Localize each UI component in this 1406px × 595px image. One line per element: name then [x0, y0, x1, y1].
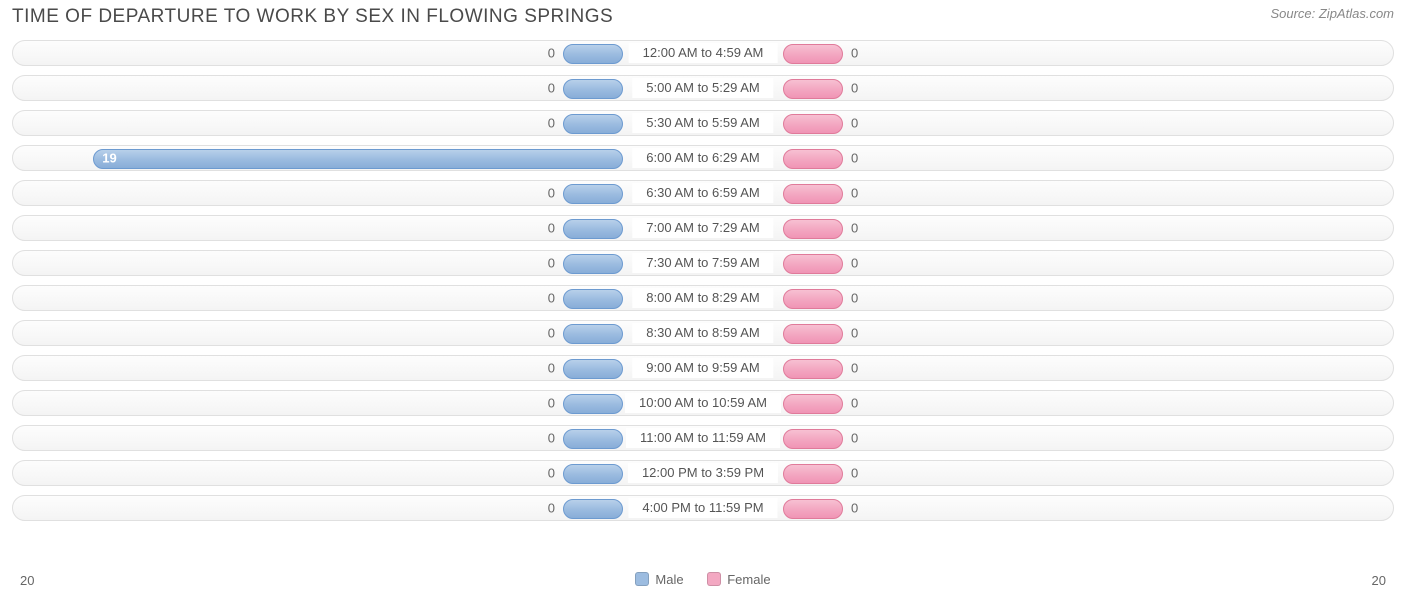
chart-source: Source: ZipAtlas.com — [1270, 6, 1394, 21]
row-label: 8:00 AM to 8:29 AM — [632, 288, 773, 308]
value-male: 0 — [548, 186, 555, 201]
chart-row: 12:00 PM to 3:59 PM 0 0 — [12, 460, 1394, 486]
row-label: 9:00 AM to 9:59 AM — [632, 358, 773, 378]
value-male: 0 — [548, 501, 555, 516]
bar-female — [783, 44, 843, 64]
bar-female — [783, 394, 843, 414]
bar-female — [783, 289, 843, 309]
value-female: 0 — [851, 221, 858, 236]
value-male: 19 — [102, 151, 116, 166]
chart-row: 7:30 AM to 7:59 AM 0 0 — [12, 250, 1394, 276]
value-male: 0 — [548, 361, 555, 376]
legend-swatch-female — [707, 572, 721, 586]
legend: Male Female — [34, 572, 1371, 590]
chart-row: 10:00 AM to 10:59 AM 0 0 — [12, 390, 1394, 416]
value-female: 0 — [851, 326, 858, 341]
row-label: 7:30 AM to 7:59 AM — [632, 253, 773, 273]
bar-male — [563, 499, 623, 519]
value-female: 0 — [851, 81, 858, 96]
legend-item-male: Male — [635, 572, 683, 587]
row-label: 5:00 AM to 5:29 AM — [632, 78, 773, 98]
bar-female — [783, 324, 843, 344]
value-male: 0 — [548, 256, 555, 271]
chart-row: 9:00 AM to 9:59 AM 0 0 — [12, 355, 1394, 381]
chart-header: TIME OF DEPARTURE TO WORK BY SEX IN FLOW… — [0, 0, 1406, 30]
row-label: 12:00 PM to 3:59 PM — [628, 463, 778, 483]
bar-male — [563, 359, 623, 379]
bar-male — [563, 324, 623, 344]
bar-female — [783, 254, 843, 274]
chart-title: TIME OF DEPARTURE TO WORK BY SEX IN FLOW… — [12, 6, 613, 28]
row-label: 8:30 AM to 8:59 AM — [632, 323, 773, 343]
chart-row: 8:30 AM to 8:59 AM 0 0 — [12, 320, 1394, 346]
row-label: 11:00 AM to 11:59 AM — [626, 428, 780, 448]
value-female: 0 — [851, 501, 858, 516]
row-label: 7:00 AM to 7:29 AM — [632, 218, 773, 238]
bar-female — [783, 499, 843, 519]
legend-label-male: Male — [655, 572, 683, 587]
chart-row: 6:00 AM to 6:29 AM 19 0 — [12, 145, 1394, 171]
chart-row: 8:00 AM to 8:29 AM 0 0 — [12, 285, 1394, 311]
chart-row: 5:30 AM to 5:59 AM 0 0 — [12, 110, 1394, 136]
value-male: 0 — [548, 431, 555, 446]
bar-male — [563, 79, 623, 99]
value-female: 0 — [851, 116, 858, 131]
bar-male — [93, 149, 623, 169]
bar-female — [783, 114, 843, 134]
row-label: 12:00 AM to 4:59 AM — [629, 43, 778, 63]
chart-row: 4:00 PM to 11:59 PM 0 0 — [12, 495, 1394, 521]
value-male: 0 — [548, 396, 555, 411]
chart-row: 7:00 AM to 7:29 AM 0 0 — [12, 215, 1394, 241]
bar-male — [563, 254, 623, 274]
bar-female — [783, 184, 843, 204]
axis-max-left: 20 — [20, 573, 34, 588]
bar-male — [563, 289, 623, 309]
bar-female — [783, 464, 843, 484]
value-female: 0 — [851, 431, 858, 446]
value-male: 0 — [548, 81, 555, 96]
bar-female — [783, 79, 843, 99]
bar-male — [563, 184, 623, 204]
row-label: 5:30 AM to 5:59 AM — [632, 113, 773, 133]
axis-max-right: 20 — [1372, 573, 1386, 588]
value-male: 0 — [548, 116, 555, 131]
value-male: 0 — [548, 291, 555, 306]
chart-row: 6:30 AM to 6:59 AM 0 0 — [12, 180, 1394, 206]
chart-row: 12:00 AM to 4:59 AM 0 0 — [12, 40, 1394, 66]
chart-area: 12:00 AM to 4:59 AM 0 0 5:00 AM to 5:29 AM 0… — [0, 30, 1406, 525]
bar-male — [563, 394, 623, 414]
value-female: 0 — [851, 291, 858, 306]
legend-item-female: Female — [707, 572, 770, 587]
bar-male — [563, 464, 623, 484]
row-label: 10:00 AM to 10:59 AM — [625, 393, 781, 413]
value-male: 0 — [548, 46, 555, 61]
row-label: 6:00 AM to 6:29 AM — [632, 148, 773, 168]
value-male: 0 — [548, 221, 555, 236]
legend-label-female: Female — [727, 572, 770, 587]
bar-male — [563, 44, 623, 64]
legend-swatch-male — [635, 572, 649, 586]
value-female: 0 — [851, 151, 858, 166]
chart-footer: 20 Male Female 20 — [0, 572, 1406, 590]
value-female: 0 — [851, 361, 858, 376]
chart-row: 5:00 AM to 5:29 AM 0 0 — [12, 75, 1394, 101]
bar-female — [783, 429, 843, 449]
bar-female — [783, 149, 843, 169]
value-female: 0 — [851, 466, 858, 481]
row-label: 6:30 AM to 6:59 AM — [632, 183, 773, 203]
bar-female — [783, 219, 843, 239]
value-male: 0 — [548, 326, 555, 341]
bar-male — [563, 114, 623, 134]
bar-male — [563, 219, 623, 239]
value-female: 0 — [851, 186, 858, 201]
chart-row: 11:00 AM to 11:59 AM 0 0 — [12, 425, 1394, 451]
value-female: 0 — [851, 256, 858, 271]
bar-male — [563, 429, 623, 449]
bar-female — [783, 359, 843, 379]
value-male: 0 — [548, 466, 555, 481]
value-female: 0 — [851, 46, 858, 61]
row-label: 4:00 PM to 11:59 PM — [628, 498, 777, 518]
value-female: 0 — [851, 396, 858, 411]
